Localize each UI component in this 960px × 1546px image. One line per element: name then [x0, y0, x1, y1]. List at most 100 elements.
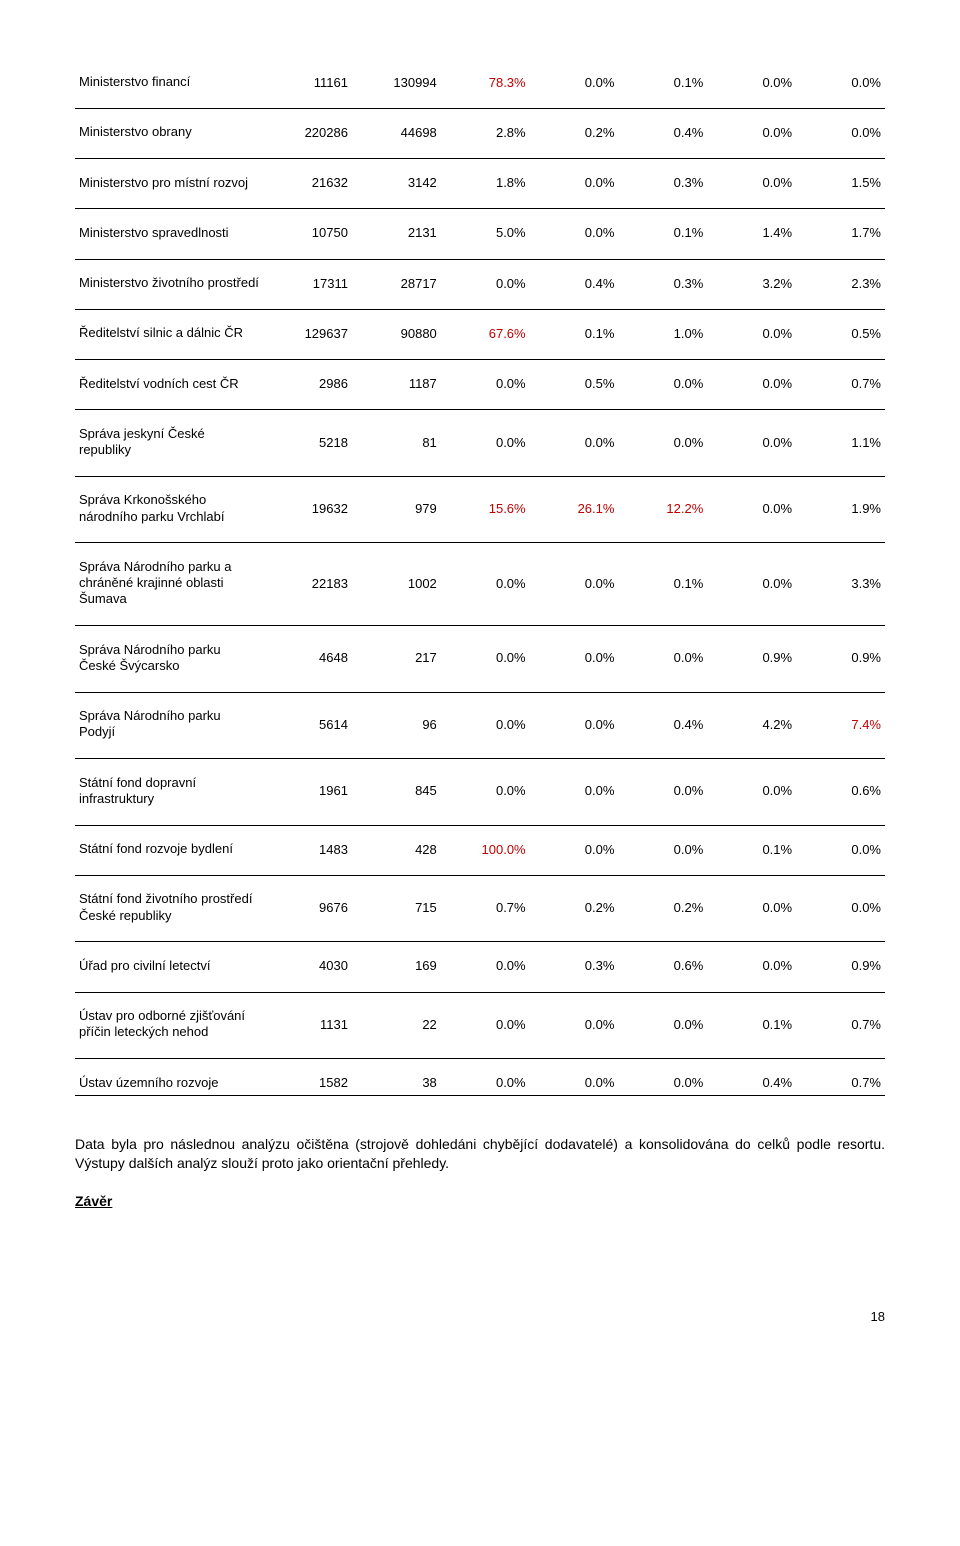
row-value: 0.0%: [530, 70, 619, 94]
row-value: 0.9%: [796, 954, 885, 978]
row-value: 5.0%: [441, 221, 530, 245]
row-padding: [75, 396, 885, 410]
row-separator: [75, 543, 885, 555]
table-row: Správa Národního parku a chráněné krajin…: [75, 555, 885, 612]
row-value: 0.0%: [530, 171, 619, 195]
row-padding: [75, 462, 885, 476]
row-value: 22183: [263, 555, 352, 612]
row-value: 1582: [263, 1071, 352, 1096]
row-label: Správa jeskyní České republiky: [75, 422, 263, 463]
table-row: Ředitelství vodních cest ČR298611870.0%0…: [75, 372, 885, 396]
row-value: 0.0%: [707, 120, 796, 144]
row-value: 1483: [263, 837, 352, 861]
row-value: 38: [352, 1071, 441, 1096]
row-value: 19632: [263, 488, 352, 529]
row-value: 44698: [352, 120, 441, 144]
row-separator: [75, 476, 885, 488]
row-padding: [75, 94, 885, 108]
row-label: Ministerstvo spravedlnosti: [75, 221, 263, 245]
row-value: 11161: [263, 70, 352, 94]
row-label: Úřad pro civilní letectví: [75, 954, 263, 978]
table-row: Správa Národního parku Podyjí5614960.0%0…: [75, 704, 885, 745]
row-value: 1.5%: [796, 171, 885, 195]
row-separator: [75, 309, 885, 321]
row-label: Ústav pro odborné zjišťování příčin lete…: [75, 1004, 263, 1045]
row-value: 0.0%: [530, 837, 619, 861]
row-value: 5614: [263, 704, 352, 745]
row-value: 0.0%: [707, 321, 796, 345]
row-padding: [75, 245, 885, 259]
row-label: Ředitelství vodních cest ČR: [75, 372, 263, 396]
row-value: 1961: [263, 771, 352, 812]
row-label: Ministerstvo obrany: [75, 120, 263, 144]
row-value: 129637: [263, 321, 352, 345]
row-separator: [75, 209, 885, 221]
row-value: 0.0%: [441, 422, 530, 463]
row-value: 0.3%: [530, 954, 619, 978]
row-value: 1.0%: [618, 321, 707, 345]
row-value: 0.0%: [441, 271, 530, 295]
row-value: 0.1%: [618, 221, 707, 245]
row-value: 3142: [352, 171, 441, 195]
row-padding: [75, 612, 885, 626]
row-padding: [75, 861, 885, 875]
row-value: 0.2%: [530, 887, 619, 928]
row-value: 2986: [263, 372, 352, 396]
row-padding: [75, 1045, 885, 1059]
row-value: 0.4%: [530, 271, 619, 295]
row-label: Státní fond rozvoje bydlení: [75, 837, 263, 861]
page-number: 18: [75, 1309, 885, 1324]
row-value: 0.7%: [796, 1071, 885, 1096]
row-value: 0.9%: [707, 638, 796, 679]
row-value: 0.0%: [707, 422, 796, 463]
row-value: 0.5%: [530, 372, 619, 396]
row-value: 0.0%: [618, 1004, 707, 1045]
row-label: Správa Národního parku Podyjí: [75, 704, 263, 745]
row-value: 4030: [263, 954, 352, 978]
row-padding: [75, 745, 885, 759]
row-value: 220286: [263, 120, 352, 144]
row-padding: [75, 978, 885, 992]
row-value: 0.0%: [530, 555, 619, 612]
row-separator: [75, 259, 885, 271]
row-value: 0.0%: [618, 638, 707, 679]
row-value: 0.9%: [796, 638, 885, 679]
row-value: 12.2%: [618, 488, 707, 529]
row-separator: [75, 942, 885, 954]
row-value: 0.7%: [441, 887, 530, 928]
row-label: Správa Národního parku a chráněné krajin…: [75, 555, 263, 612]
row-value: 0.0%: [530, 771, 619, 812]
row-value: 0.0%: [441, 638, 530, 679]
row-value: 979: [352, 488, 441, 529]
row-value: 0.0%: [707, 887, 796, 928]
row-value: 0.0%: [530, 221, 619, 245]
row-padding: [75, 195, 885, 209]
row-value: 1.9%: [796, 488, 885, 529]
table-row: Ministerstvo obrany220286446982.8%0.2%0.…: [75, 120, 885, 144]
table-row: Státní fond rozvoje bydlení1483428100.0%…: [75, 837, 885, 861]
row-padding: [75, 145, 885, 159]
row-value: 0.0%: [707, 372, 796, 396]
row-padding: [75, 295, 885, 309]
row-value: 0.0%: [707, 488, 796, 529]
row-value: 0.0%: [530, 1071, 619, 1096]
row-value: 81: [352, 422, 441, 463]
row-label: Státní fond životního prostředí České re…: [75, 887, 263, 928]
row-value: 0.1%: [530, 321, 619, 345]
row-value: 0.0%: [796, 887, 885, 928]
row-value: 90880: [352, 321, 441, 345]
row-value: 5218: [263, 422, 352, 463]
table-row: Úřad pro civilní letectví40301690.0%0.3%…: [75, 954, 885, 978]
row-padding: [75, 346, 885, 360]
row-separator: [75, 360, 885, 372]
row-value: 217: [352, 638, 441, 679]
row-value: 0.0%: [441, 1004, 530, 1045]
row-value: 715: [352, 887, 441, 928]
row-value: 0.0%: [441, 954, 530, 978]
row-value: 4648: [263, 638, 352, 679]
row-label: Ústav územního rozvoje: [75, 1071, 263, 1096]
row-value: 78.3%: [441, 70, 530, 94]
row-value: 4.2%: [707, 704, 796, 745]
row-value: 0.1%: [707, 1004, 796, 1045]
row-value: 0.4%: [707, 1071, 796, 1096]
